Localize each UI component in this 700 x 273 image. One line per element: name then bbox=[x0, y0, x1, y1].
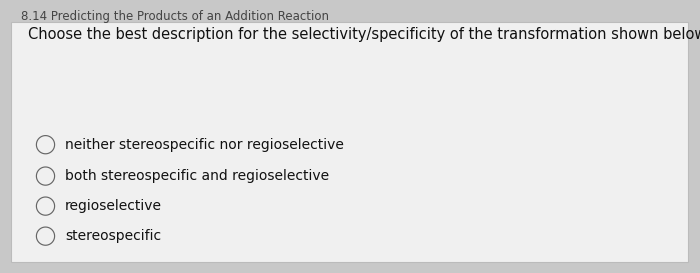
Text: +: + bbox=[198, 95, 211, 110]
Text: OH: OH bbox=[230, 109, 246, 119]
Text: stereospecific: stereospecific bbox=[65, 229, 161, 243]
Text: OH: OH bbox=[159, 109, 174, 119]
Text: neither stereospecific nor regioselective: neither stereospecific nor regioselectiv… bbox=[65, 138, 344, 152]
Text: 8.14 Predicting the Products of an Addition Reaction: 8.14 Predicting the Products of an Addit… bbox=[21, 10, 329, 23]
Text: Choose the best description for the selectivity/specificity of the transformatio: Choose the best description for the sele… bbox=[28, 27, 700, 42]
Text: regioselective: regioselective bbox=[65, 199, 162, 213]
Text: both stereospecific and regioselective: both stereospecific and regioselective bbox=[65, 169, 329, 183]
